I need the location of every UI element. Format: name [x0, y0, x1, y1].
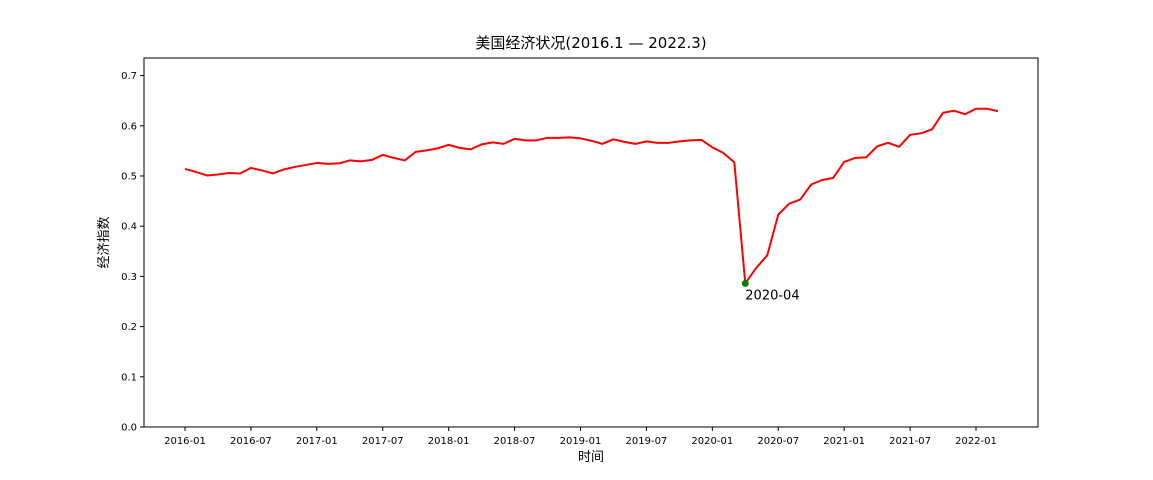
x-tick-label: 2017-07 — [362, 436, 404, 447]
y-tick-label: 0.1 — [121, 372, 137, 383]
x-tick-label: 2019-01 — [560, 436, 602, 447]
y-tick-label: 0.2 — [121, 322, 137, 333]
plot-frame — [143, 57, 1039, 428]
x-tick-label: 2016-07 — [230, 436, 272, 447]
x-tick-label: 2020-01 — [691, 436, 733, 447]
y-tick-label: 0.3 — [121, 272, 137, 283]
y-tick-label: 0.6 — [121, 121, 137, 132]
x-tick-label: 2017-01 — [296, 436, 338, 447]
y-tick-label: 0.0 — [121, 423, 137, 434]
y-tick-label: 0.4 — [121, 222, 137, 233]
x-tick-label: 2016-01 — [164, 436, 206, 447]
annotation-label: 2020-04 — [745, 288, 799, 303]
y-tick-label: 0.5 — [121, 171, 137, 182]
x-tick-label: 2018-07 — [494, 436, 536, 447]
x-tick-label: 2021-01 — [823, 436, 865, 447]
series-lines — [184, 107, 999, 285]
x-tick-label: 2018-01 — [428, 436, 470, 447]
x-axis-title: 时间 — [578, 450, 604, 465]
y-axis-title: 经济指数 — [97, 216, 112, 268]
x-tick-label: 2019-07 — [626, 436, 668, 447]
x-tick-label: 2020-07 — [757, 436, 799, 447]
x-tick-label: 2021-07 — [889, 436, 931, 447]
x-tick-label: 2022-01 — [955, 436, 997, 447]
series-line-0 — [184, 107, 999, 285]
y-tick-label: 0.7 — [121, 71, 137, 82]
annotation-marker — [741, 279, 749, 287]
annotation: 2020-04 — [741, 279, 800, 303]
axes: 0.0 0.1 0.2 0.3 0.4 0.5 0.6 0.7 2016-01 2016-07 20… — [121, 57, 1039, 447]
chart-title: 美国经济状况(2016.1 — 2022.3) — [475, 34, 706, 52]
